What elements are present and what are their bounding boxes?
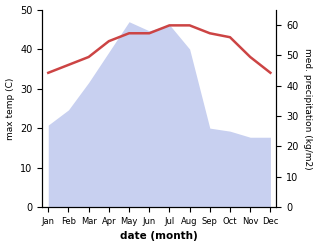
Y-axis label: max temp (C): max temp (C) — [5, 77, 15, 140]
X-axis label: date (month): date (month) — [121, 231, 198, 242]
Y-axis label: med. precipitation (kg/m2): med. precipitation (kg/m2) — [303, 48, 313, 169]
